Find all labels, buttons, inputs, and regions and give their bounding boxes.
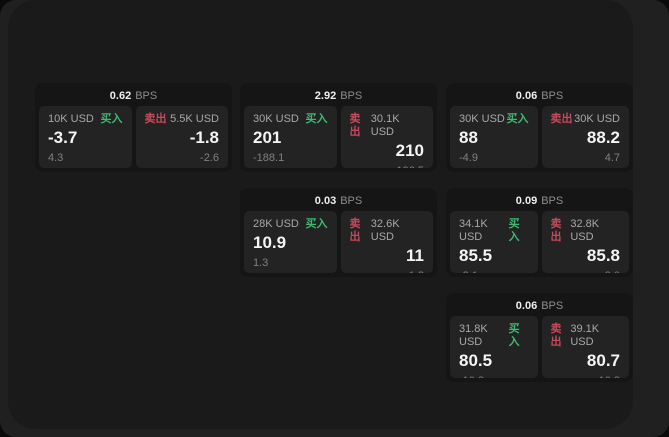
buy-size: 10K USD bbox=[48, 113, 94, 125]
buy-sub-value: -4.9 bbox=[459, 152, 478, 164]
bps-unit-label: BPS bbox=[541, 300, 564, 312]
buy-size: 31.8K USD bbox=[459, 323, 488, 348]
sell-price: -1.8 bbox=[189, 128, 219, 147]
bps-unit-label: BPS bbox=[135, 90, 158, 102]
buy-sub-value: -3.1 bbox=[459, 270, 529, 273]
spread-header: 0.06 BPS bbox=[450, 87, 629, 106]
sell-price: 11 bbox=[406, 246, 424, 265]
buy-size: 34.1K USD bbox=[459, 218, 488, 243]
spread-header: 2.92 BPS bbox=[244, 87, 433, 106]
buy-side-label: 买入 bbox=[508, 218, 520, 243]
buy-price: -3.7 bbox=[48, 128, 78, 147]
buy-sub-value: 1.3 bbox=[253, 257, 269, 269]
spread-header: 0.09 BPS bbox=[450, 192, 629, 211]
buy-size: 30K USD bbox=[253, 113, 299, 125]
buy-side-label: 买入 bbox=[100, 113, 123, 125]
buy-price: 201 bbox=[253, 128, 282, 147]
bps-unit-label: BPS bbox=[340, 90, 363, 102]
spread-value: 0.09 bbox=[515, 195, 538, 207]
spread-header: 0.03 BPS bbox=[244, 192, 433, 211]
quote-card[interactable]: 0.06 BPS 30K USD 买入 88 -4.9 卖出 30K USD bbox=[446, 83, 633, 172]
spread-header: 0.06 BPS bbox=[450, 297, 629, 316]
sell-size: 32.6K USD bbox=[370, 218, 400, 243]
sell-side-label: 卖出 bbox=[349, 113, 361, 138]
buy-price: 80.5 bbox=[459, 351, 493, 370]
sell-size: 32.8K USD bbox=[570, 218, 600, 243]
sell-cell[interactable]: 卖出 32.8K USD 85.8 3.0 bbox=[541, 211, 629, 273]
sell-cell[interactable]: 卖出 32.6K USD 11 -1.8 bbox=[340, 211, 433, 273]
sell-price: 210 bbox=[395, 141, 424, 160]
buy-sub-value: -188.1 bbox=[253, 152, 285, 164]
sell-size: 30.1K USD bbox=[370, 113, 400, 138]
bps-unit-label: BPS bbox=[541, 195, 564, 207]
sell-side-label: 卖出 bbox=[349, 218, 361, 243]
sell-sub-value: -2.6 bbox=[200, 152, 219, 164]
sell-side-label: 卖出 bbox=[144, 113, 167, 125]
spread-value: 0.06 bbox=[515, 300, 538, 312]
sell-price: 88.2 bbox=[586, 128, 620, 147]
buy-cell[interactable]: 28K USD 买入 10.9 1.3 bbox=[244, 211, 337, 273]
quote-card[interactable]: 2.92 BPS 30K USD 买入 201 -188.1 卖出 30.1K U… bbox=[240, 83, 437, 172]
sell-size: 30K USD bbox=[574, 113, 620, 125]
buy-price: 10.9 bbox=[253, 233, 287, 252]
buy-size: 28K USD bbox=[253, 218, 299, 230]
buy-sub-value: 4.3 bbox=[48, 152, 64, 164]
buy-cell[interactable]: 30K USD 买入 88 -4.9 bbox=[450, 106, 538, 168]
quote-card[interactable]: 0.03 BPS 28K USD 买入 10.9 1.3 卖出 32.6K USD bbox=[240, 188, 437, 277]
sell-sub-value: 3.0 bbox=[551, 270, 620, 273]
sell-cell[interactable]: 卖出 5.5K USD -1.8 -2.6 bbox=[135, 106, 228, 168]
buy-side-label: 买入 bbox=[305, 113, 328, 125]
sell-cell[interactable]: 卖出 39.1K USD 80.7 10.2 bbox=[541, 316, 629, 378]
sell-side-label: 卖出 bbox=[550, 218, 562, 243]
buy-cell[interactable]: 34.1K USD 买入 85.5 -3.1 bbox=[450, 211, 538, 273]
sell-price: 80.7 bbox=[586, 351, 620, 370]
buy-cell[interactable]: 10K USD 买入 -3.7 4.3 bbox=[39, 106, 132, 168]
buy-side-label: 买入 bbox=[508, 323, 520, 348]
bps-unit-label: BPS bbox=[340, 195, 363, 207]
sell-sub-value: 196.5 bbox=[350, 165, 424, 168]
spread-header: 0.62 BPS bbox=[39, 87, 228, 106]
sell-sub-value: 10.2 bbox=[551, 375, 620, 378]
spread-value: 0.62 bbox=[109, 90, 132, 102]
buy-price: 88 bbox=[459, 128, 478, 147]
sell-cell[interactable]: 卖出 30.1K USD 210 196.5 bbox=[340, 106, 433, 168]
buy-side-label: 买入 bbox=[305, 218, 328, 230]
spread-value: 0.06 bbox=[515, 90, 538, 102]
sell-size: 5.5K USD bbox=[170, 113, 219, 125]
spread-value: 2.92 bbox=[314, 90, 337, 102]
spread-value: 0.03 bbox=[314, 195, 337, 207]
sell-sub-value: -1.8 bbox=[350, 270, 424, 273]
sell-size: 39.1K USD bbox=[570, 323, 600, 348]
buy-side-label: 买入 bbox=[506, 113, 529, 125]
sell-cell[interactable]: 卖出 30K USD 88.2 4.7 bbox=[541, 106, 629, 168]
sell-price: 85.8 bbox=[586, 246, 620, 265]
sell-sub-value: 4.7 bbox=[604, 152, 620, 164]
quote-card[interactable]: 0.62 BPS 10K USD 买入 -3.7 4.3 卖出 5.5K USD bbox=[35, 83, 232, 172]
bps-unit-label: BPS bbox=[541, 90, 564, 102]
sell-side-label: 卖出 bbox=[550, 113, 573, 125]
buy-size: 30K USD bbox=[459, 113, 505, 125]
buy-sub-value: -10.8 bbox=[459, 375, 529, 378]
buy-price: 85.5 bbox=[459, 246, 493, 265]
buy-cell[interactable]: 31.8K USD 买入 80.5 -10.8 bbox=[450, 316, 538, 378]
sell-side-label: 卖出 bbox=[550, 323, 562, 348]
buy-cell[interactable]: 30K USD 买入 201 -188.1 bbox=[244, 106, 337, 168]
